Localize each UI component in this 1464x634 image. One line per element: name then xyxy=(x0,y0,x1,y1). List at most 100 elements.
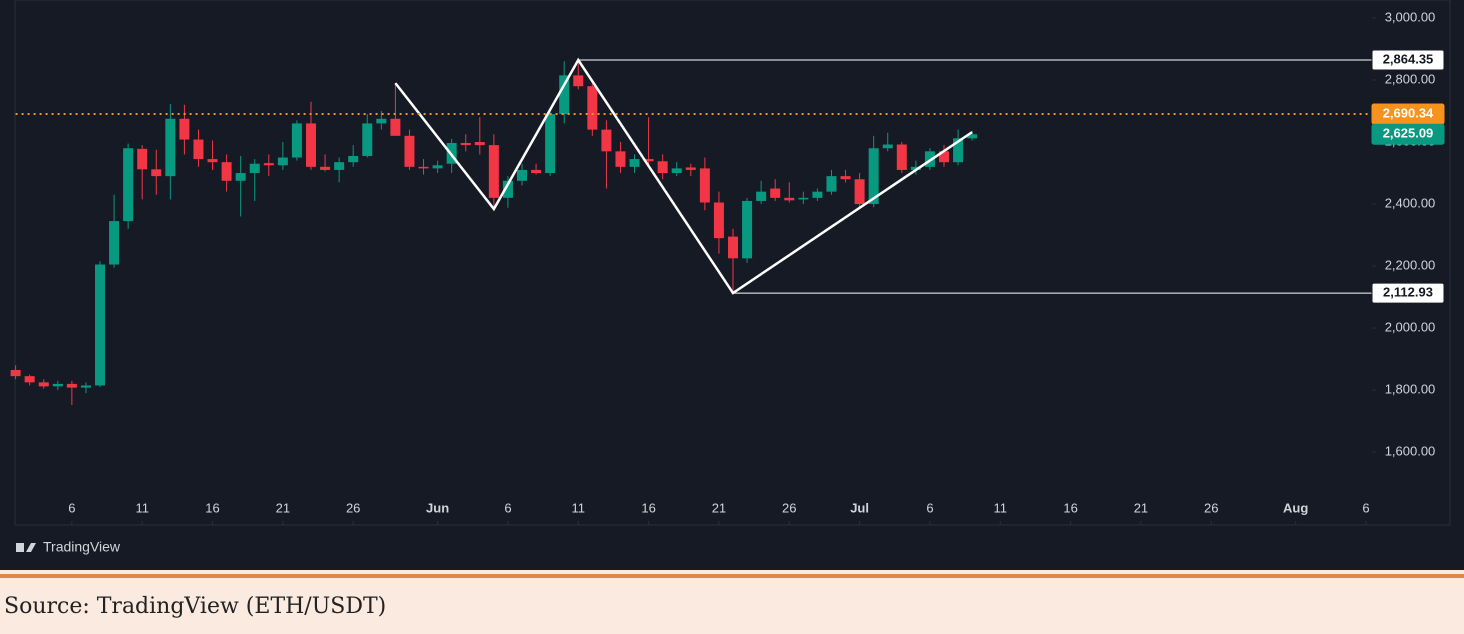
candle-body xyxy=(615,151,626,167)
logo xyxy=(16,543,36,552)
candle-body xyxy=(699,168,710,203)
y-tick-label: 2,000.00 xyxy=(1385,320,1436,335)
candle-body xyxy=(151,169,162,177)
candle-body xyxy=(784,197,795,201)
candle-body xyxy=(868,148,879,205)
candle-body xyxy=(601,129,612,152)
candle-body xyxy=(685,167,696,170)
candle-body xyxy=(404,135,415,167)
candle-body xyxy=(193,139,204,160)
watermark: TradingView xyxy=(43,539,121,555)
x-tick-label: 16 xyxy=(205,500,219,515)
candle-body xyxy=(713,202,724,239)
price-label: 2,625.09 xyxy=(1383,126,1434,141)
candle-body xyxy=(221,162,232,181)
candle-body xyxy=(573,75,584,87)
candle-body xyxy=(52,383,63,387)
x-tick-label: 21 xyxy=(1134,500,1148,515)
candle-body xyxy=(235,173,246,181)
candle-body xyxy=(840,176,851,180)
candle-body xyxy=(109,221,120,265)
price-label-box xyxy=(1371,49,1445,71)
candle-body xyxy=(179,118,190,140)
candle-body xyxy=(362,123,373,156)
x-tick-label: Jul xyxy=(850,500,869,515)
candle-body xyxy=(854,179,865,205)
x-tick-label: 11 xyxy=(994,500,1008,515)
price-label-box xyxy=(1371,282,1445,304)
candle-body xyxy=(502,180,513,198)
candle-body xyxy=(882,144,893,149)
x-tick-label: 6 xyxy=(1362,500,1369,515)
candle-body xyxy=(488,145,499,198)
x-tick-label: 6 xyxy=(68,500,75,515)
x-tick-label: 11 xyxy=(572,500,586,515)
candle-body xyxy=(770,188,781,198)
candle-body xyxy=(812,191,823,198)
candle-body xyxy=(291,123,302,158)
candle-body xyxy=(629,159,640,167)
x-tick-label: 26 xyxy=(346,500,360,515)
candle-body xyxy=(137,148,148,170)
candle-body xyxy=(306,123,316,167)
candle-body xyxy=(896,144,907,170)
candle-body xyxy=(249,163,260,174)
x-tick-label: Aug xyxy=(1283,500,1308,515)
candle-body xyxy=(80,385,91,388)
candle-body xyxy=(967,134,978,139)
chart: 1,600.00 1,800.00 2,000.00 2,200.00 2,400.00… xyxy=(0,0,1464,570)
candle-body xyxy=(390,118,401,136)
candle-body xyxy=(376,118,387,124)
candle-body xyxy=(10,369,21,377)
y-tick-label: 2,400.00 xyxy=(1385,195,1436,210)
candle-body xyxy=(320,166,331,170)
candle-body xyxy=(95,264,105,386)
price-label: 2,864.35 xyxy=(1383,51,1434,66)
candle-body xyxy=(418,166,429,169)
price-label-box xyxy=(1371,123,1445,145)
candle-body xyxy=(165,118,176,177)
candle-body xyxy=(742,200,753,259)
candle-body xyxy=(728,236,738,259)
x-tick-label: 11 xyxy=(135,500,149,515)
x-tick-label: 16 xyxy=(1063,500,1077,515)
candle-body xyxy=(277,157,288,166)
candle-body xyxy=(798,197,809,200)
candle-body xyxy=(207,159,218,163)
candle-body xyxy=(24,376,35,383)
x-tick-label: 6 xyxy=(926,500,933,515)
candle-body xyxy=(826,176,837,192)
candle-body xyxy=(348,155,359,163)
candle-body xyxy=(66,383,77,388)
y-tick-label: 2,800.00 xyxy=(1385,71,1436,86)
candle-body xyxy=(334,162,345,170)
candle-body xyxy=(474,142,485,146)
x-tick-label: 16 xyxy=(641,500,655,515)
x-tick-label: 21 xyxy=(712,500,726,515)
candle-body xyxy=(432,165,443,169)
x-tick-label: 26 xyxy=(1204,500,1218,515)
candle-body xyxy=(939,151,949,163)
y-tick-label: 2,200.00 xyxy=(1385,258,1436,273)
candle-body xyxy=(756,191,767,201)
candle-body xyxy=(559,75,570,115)
candle-body xyxy=(123,148,134,222)
plot-frame xyxy=(14,0,1451,526)
candle-body xyxy=(953,138,964,163)
price-label: 2,112.93 xyxy=(1383,285,1433,300)
y-tick-label: 3,000.00 xyxy=(1385,9,1436,24)
candle-body xyxy=(460,142,471,146)
candle-body xyxy=(38,382,49,387)
candle-body xyxy=(671,168,682,174)
candle-body xyxy=(587,86,598,130)
price-label: 2,690.34 xyxy=(1383,105,1434,120)
candle-body xyxy=(263,163,274,166)
y-tick-label: 1,600.00 xyxy=(1385,444,1436,459)
candle-body xyxy=(531,169,542,174)
x-tick-label: 21 xyxy=(276,500,290,515)
candle-body xyxy=(643,159,654,162)
caption: Source: TradingView (ETH/USDT) xyxy=(0,574,1464,630)
candle-body xyxy=(517,169,527,181)
x-tick-label: 26 xyxy=(782,500,796,515)
